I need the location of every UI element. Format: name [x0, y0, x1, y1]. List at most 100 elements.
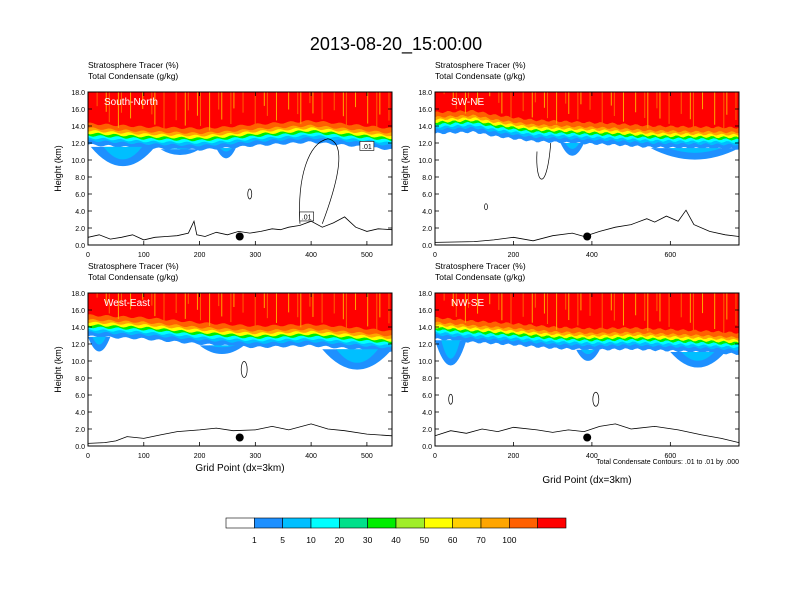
contour-footer-note: Total Condensate Contours: .01 to .01 by… [596, 459, 739, 466]
panel-header-line: Stratosphere Tracer (%) [88, 261, 179, 271]
plot-area: .01 .01 [88, 92, 392, 245]
y-tick-label: 4.0 [422, 209, 432, 216]
tracer-intrusion-1 [199, 345, 245, 355]
y-tick-label: 2.0 [75, 226, 85, 233]
colorbar-label: 5 [280, 535, 285, 545]
y-tick-label: 4.0 [75, 209, 85, 216]
colorbar-swatch-9 [480, 517, 510, 529]
x-tick-label: 400 [586, 453, 598, 460]
x-axis-label: Grid Point (dx=3km) [542, 475, 631, 486]
panel-header-line: Total Condensate (g/kg) [435, 272, 525, 282]
colorbar-label: 1 [252, 535, 257, 545]
x-tick-label: 600 [665, 252, 677, 259]
condensate-contour [592, 391, 600, 407]
y-tick-label: 0.0 [75, 243, 85, 250]
y-tick-label: 6.0 [422, 393, 432, 400]
condensate-contour [240, 361, 248, 378]
x-tick-label: 500 [361, 453, 373, 460]
condensate-contour [536, 142, 552, 180]
contour-label: .01 [302, 214, 312, 221]
y-tick-label: 0.0 [422, 444, 432, 451]
colorbar-swatch-2 [282, 517, 312, 529]
x-tick-label: 100 [138, 453, 150, 460]
y-axis-label: Height (km) [53, 346, 63, 393]
terrain-line [88, 423, 392, 444]
tracer-intrusion-core-1 [580, 349, 596, 355]
y-axis-label: Height (km) [53, 145, 63, 192]
panel-name: West-East [104, 298, 150, 309]
colorbar-label: 20 [335, 535, 345, 545]
plot-frame [434, 91, 740, 246]
x-tick-label: 0 [86, 252, 90, 259]
tracer-intrusion-core-2 [681, 351, 715, 361]
y-tick-label: 8.0 [422, 175, 432, 182]
panel-south-north: .01 .01 South-North Stratosphere Tracer (%)… [53, 60, 393, 259]
plot-frame [87, 292, 393, 447]
x-tick-label: 400 [586, 252, 598, 259]
colorbar-label: 50 [420, 535, 430, 545]
tracer-intrusion-2 [216, 148, 236, 159]
location-marker [235, 232, 244, 241]
x-tick-label: 200 [194, 252, 206, 259]
tracer-intrusion-core-1 [168, 148, 192, 150]
x-tick-label: 200 [508, 453, 520, 460]
tracer-intrusion-core-1 [668, 148, 722, 153]
y-tick-label: 12.0 [418, 342, 432, 349]
y-tick-label: 16.0 [418, 107, 432, 114]
colorbar-label: 40 [391, 535, 401, 545]
x-tick-label: 500 [361, 252, 373, 259]
plot-area [435, 293, 739, 446]
condensate-contour-small [484, 203, 488, 211]
panel-header-line: Total Condensate (g/kg) [435, 71, 525, 81]
y-tick-label: 8.0 [422, 376, 432, 383]
contour-label: .01 [362, 144, 372, 151]
panel-header-line: Stratosphere Tracer (%) [435, 60, 526, 70]
plot-area [435, 92, 739, 245]
x-axis-label: Grid Point (dx=3km) [195, 463, 284, 474]
y-tick-label: 14.0 [71, 124, 85, 131]
tracer-intrusion-core-0 [103, 146, 143, 160]
y-tick-label: 12.0 [71, 342, 85, 349]
colorbar-swatch-7 [424, 517, 453, 529]
y-tick-label: 2.0 [422, 226, 432, 233]
terrain-line [435, 423, 739, 443]
y-tick-label: 8.0 [75, 175, 85, 182]
tracer-intrusion-core-0 [441, 340, 461, 359]
y-tick-label: 0.0 [75, 444, 85, 451]
panel-name: NW-SE [451, 298, 484, 309]
y-tick-label: 14.0 [418, 124, 432, 131]
y-tick-label: 0.0 [422, 243, 432, 250]
panel-header-line: Stratosphere Tracer (%) [435, 261, 526, 271]
colorbar: 1 5 10 20 30 40 50 60 70 100 [225, 517, 567, 545]
plot-frame [434, 292, 740, 447]
colorbar-label: 10 [306, 535, 316, 545]
location-marker [583, 232, 592, 241]
y-axis-label: Height (km) [400, 145, 410, 192]
x-tick-label: 0 [433, 453, 437, 460]
y-tick-label: 14.0 [418, 325, 432, 332]
x-tick-label: 100 [138, 252, 150, 259]
y-tick-label: 18.0 [71, 90, 85, 97]
tracer-intrusion-core-0 [92, 336, 106, 345]
y-tick-label: 16.0 [71, 308, 85, 315]
panels-group: .01 .01 South-North Stratosphere Tracer (%)… [53, 60, 740, 486]
colorbar-label: 60 [448, 535, 458, 545]
x-tick-label: 400 [305, 453, 317, 460]
y-tick-label: 6.0 [75, 393, 85, 400]
colorbar-swatch-5 [367, 517, 397, 529]
colorbar-swatch-6 [395, 517, 425, 529]
y-tick-label: 10.0 [418, 158, 432, 165]
tracer-intrusion-1 [160, 149, 200, 156]
y-tick-label: 18.0 [418, 90, 432, 97]
y-tick-label: 10.0 [71, 359, 85, 366]
colorbar-label: 30 [363, 535, 373, 545]
condensate-contour [299, 138, 340, 224]
plot-frame [87, 91, 393, 246]
y-tick-label: 12.0 [418, 141, 432, 148]
colorbar-swatch-1 [254, 517, 283, 529]
location-marker [235, 433, 244, 442]
panel-west-east: West-East Stratosphere Tracer (%)Total Co… [53, 261, 393, 474]
y-tick-label: 10.0 [71, 158, 85, 165]
terrain-line [435, 209, 739, 243]
panel-sw-ne: SW-NE Stratosphere Tracer (%)Total Conden… [400, 60, 740, 259]
